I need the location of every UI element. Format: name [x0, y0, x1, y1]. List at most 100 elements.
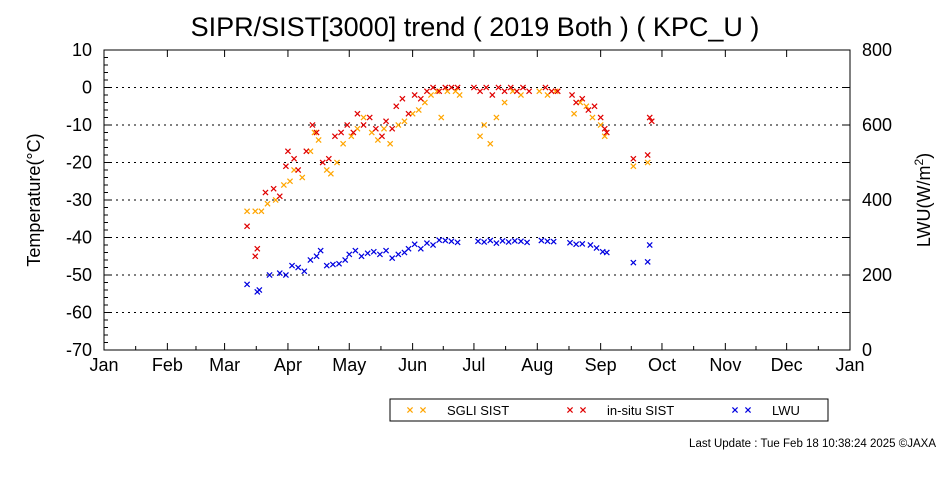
- data-point: [325, 155, 332, 162]
- data-point: [579, 240, 586, 247]
- data-point: [417, 95, 424, 102]
- data-point: [331, 133, 338, 140]
- x-tick-label: Jun: [398, 355, 427, 375]
- data-point: [295, 166, 302, 174]
- data-point: [307, 256, 314, 264]
- data-point: [487, 237, 494, 244]
- data-point: [270, 185, 277, 192]
- data-point: [524, 239, 531, 246]
- chart-title: SIPR/SIST[3000] trend ( 2019 Both ) ( KP…: [191, 12, 760, 42]
- data-point: [383, 247, 390, 254]
- x-tick-label: Sep: [585, 355, 617, 375]
- y2-axis-label-main: LWU(W/m: [914, 166, 934, 248]
- data-point: [456, 91, 463, 99]
- data-point: [266, 271, 273, 279]
- data-point: [538, 237, 545, 244]
- data-point: [423, 240, 430, 247]
- data-point: [358, 253, 365, 260]
- data-point: [573, 241, 580, 248]
- data-point: [366, 114, 373, 121]
- legend-label: in-situ SIST: [607, 403, 674, 418]
- data-point: [542, 84, 549, 91]
- data-point: [644, 258, 651, 265]
- data-point: [360, 114, 367, 121]
- data-point: [405, 110, 412, 117]
- data-point: [501, 88, 508, 95]
- x-tick-label: Oct: [648, 355, 676, 375]
- data-points: [244, 84, 655, 295]
- series-lwu: [244, 237, 653, 295]
- data-point: [436, 237, 443, 244]
- grid-lines: [104, 87, 850, 313]
- data-point: [282, 271, 289, 279]
- data-point: [244, 223, 251, 230]
- x-tick-label: Mar: [209, 355, 240, 375]
- data-point: [411, 241, 418, 248]
- data-point: [554, 88, 561, 95]
- data-point: [513, 88, 520, 95]
- data-point: [483, 84, 490, 91]
- data-point: [587, 241, 594, 249]
- data-point: [350, 129, 357, 136]
- data-point: [448, 238, 455, 245]
- data-point: [630, 163, 637, 170]
- data-point: [395, 251, 402, 258]
- right-axis-ticks: 800 600 400 200 0: [862, 40, 892, 360]
- data-point: [591, 103, 598, 110]
- data-point: [303, 148, 310, 155]
- legend-marker: [406, 406, 414, 414]
- data-point: [566, 239, 574, 246]
- data-point: [430, 84, 437, 91]
- data-point: [378, 133, 385, 140]
- data-point: [354, 110, 361, 117]
- data-point: [311, 129, 318, 136]
- data-point: [309, 121, 316, 129]
- data-point: [352, 247, 359, 254]
- data-point: [487, 140, 494, 147]
- data-point: [550, 238, 557, 245]
- data-point: [526, 88, 533, 95]
- data-point: [244, 281, 251, 288]
- series-sgli-sist: [244, 88, 651, 215]
- data-point: [346, 251, 353, 258]
- legend-marker: [419, 406, 427, 414]
- legend-marker: [566, 406, 574, 414]
- data-point: [329, 261, 336, 268]
- right-tick-label: 0: [862, 340, 872, 360]
- data-point: [383, 118, 390, 125]
- data-point: [399, 95, 406, 102]
- data-point: [264, 200, 271, 207]
- data-point: [301, 268, 308, 275]
- left-tick-label: -20: [66, 153, 92, 173]
- data-point: [342, 256, 349, 264]
- legend: SGLI SIST in-situ SIST LWU: [389, 398, 829, 422]
- data-point: [284, 148, 291, 155]
- data-point: [489, 91, 496, 99]
- data-point: [336, 260, 343, 267]
- data-point: [389, 255, 396, 262]
- data-point: [372, 125, 379, 132]
- x-tick-label: May: [332, 355, 366, 375]
- data-point: [417, 245, 424, 252]
- x-tick-label: Feb: [152, 355, 183, 375]
- legend-marker: [744, 406, 752, 414]
- data-point: [507, 84, 514, 91]
- data-point: [338, 129, 345, 136]
- data-point: [493, 114, 500, 121]
- data-point: [470, 84, 477, 91]
- data-point: [544, 238, 551, 245]
- data-point: [583, 103, 590, 110]
- data-point: [327, 170, 334, 177]
- x-tick-label: Dec: [771, 355, 803, 375]
- data-point: [360, 121, 367, 129]
- data-point: [393, 103, 400, 110]
- data-point: [244, 208, 251, 215]
- data-point: [282, 163, 289, 170]
- last-update-footer: Last Update : Tue Feb 18 10:38:24 2025 ©…: [689, 438, 936, 450]
- right-tick-label: 800: [862, 40, 892, 60]
- data-point: [333, 159, 341, 166]
- data-point: [630, 155, 637, 162]
- data-point: [415, 106, 422, 114]
- data-point: [644, 151, 651, 159]
- data-point: [573, 99, 580, 106]
